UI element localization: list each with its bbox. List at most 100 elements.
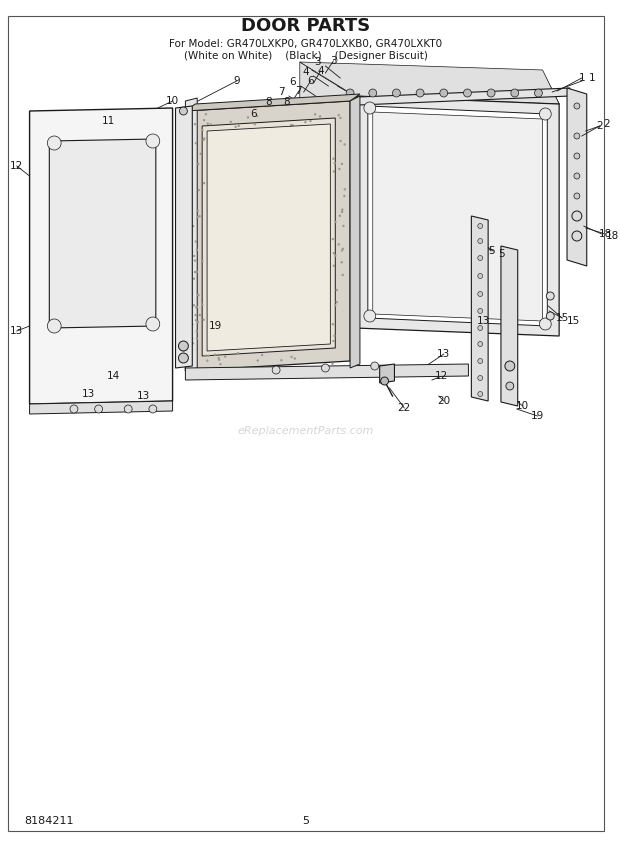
Text: 8184211: 8184211	[25, 816, 74, 826]
Circle shape	[546, 312, 554, 320]
Circle shape	[197, 294, 200, 296]
Circle shape	[334, 304, 337, 306]
Circle shape	[511, 89, 519, 97]
Circle shape	[478, 342, 483, 347]
Circle shape	[478, 255, 483, 260]
Circle shape	[202, 260, 204, 263]
Text: 5: 5	[302, 816, 309, 826]
Circle shape	[534, 89, 542, 97]
Text: For Model: GR470LXKP0, GR470LXKB0, GR470LXKT0: For Model: GR470LXKP0, GR470LXKB0, GR470…	[169, 39, 442, 49]
Text: 6: 6	[308, 76, 314, 86]
Circle shape	[335, 301, 338, 303]
Circle shape	[369, 89, 377, 97]
Circle shape	[197, 210, 199, 212]
Circle shape	[322, 365, 325, 367]
Text: 14: 14	[107, 371, 120, 381]
Circle shape	[478, 308, 483, 313]
Circle shape	[179, 341, 188, 351]
Circle shape	[206, 360, 208, 362]
Polygon shape	[185, 94, 360, 111]
Circle shape	[478, 292, 483, 296]
Circle shape	[214, 354, 216, 356]
Circle shape	[572, 211, 582, 221]
Circle shape	[194, 270, 197, 273]
Circle shape	[478, 359, 483, 364]
Text: 11: 11	[102, 116, 115, 126]
Circle shape	[574, 233, 580, 239]
Text: 12: 12	[435, 371, 448, 381]
Text: (White on White)    (Black)    (Designer Biscuit): (White on White) (Black) (Designer Biscu…	[184, 51, 428, 61]
Text: 19: 19	[208, 321, 221, 331]
Text: 5: 5	[498, 249, 505, 259]
Circle shape	[343, 188, 346, 191]
Circle shape	[334, 162, 336, 164]
Polygon shape	[471, 216, 488, 401]
Polygon shape	[355, 96, 559, 336]
Circle shape	[478, 391, 483, 396]
Circle shape	[70, 405, 78, 413]
Circle shape	[539, 108, 551, 120]
Circle shape	[300, 125, 303, 128]
Text: 18: 18	[606, 231, 619, 241]
Text: 5: 5	[488, 246, 494, 256]
Circle shape	[190, 157, 193, 158]
Polygon shape	[300, 62, 355, 345]
Circle shape	[179, 107, 187, 115]
Circle shape	[206, 122, 209, 125]
Circle shape	[193, 304, 195, 306]
Circle shape	[202, 303, 203, 306]
Circle shape	[219, 363, 222, 366]
Circle shape	[200, 152, 202, 155]
Circle shape	[194, 259, 196, 262]
Circle shape	[198, 189, 200, 191]
Circle shape	[574, 193, 580, 199]
Text: 8: 8	[265, 97, 272, 107]
Circle shape	[196, 249, 198, 251]
Circle shape	[197, 321, 199, 324]
Circle shape	[210, 123, 212, 126]
Circle shape	[198, 314, 201, 317]
Circle shape	[124, 405, 132, 413]
Circle shape	[234, 126, 237, 128]
Circle shape	[203, 119, 205, 122]
Circle shape	[392, 89, 401, 97]
Polygon shape	[185, 101, 350, 371]
Text: 2: 2	[603, 119, 610, 129]
Text: 18: 18	[599, 229, 612, 239]
Circle shape	[346, 89, 354, 97]
Circle shape	[146, 317, 160, 331]
Circle shape	[290, 356, 293, 358]
Circle shape	[314, 113, 316, 116]
Circle shape	[319, 116, 321, 117]
Text: 13: 13	[10, 326, 24, 336]
Circle shape	[195, 241, 197, 243]
Circle shape	[291, 124, 294, 127]
Polygon shape	[501, 246, 518, 406]
Circle shape	[478, 223, 483, 229]
Text: 12: 12	[10, 161, 24, 171]
Circle shape	[95, 405, 102, 413]
Circle shape	[280, 359, 283, 361]
Polygon shape	[202, 118, 335, 356]
Circle shape	[196, 337, 198, 340]
Circle shape	[290, 128, 291, 130]
Circle shape	[341, 163, 343, 165]
Circle shape	[574, 103, 580, 109]
Circle shape	[202, 129, 204, 131]
Circle shape	[339, 168, 340, 170]
Circle shape	[478, 376, 483, 381]
Text: 13: 13	[477, 316, 490, 326]
Circle shape	[332, 340, 335, 342]
Circle shape	[339, 140, 342, 142]
Circle shape	[371, 362, 379, 370]
Circle shape	[574, 173, 580, 179]
Circle shape	[197, 294, 199, 296]
Circle shape	[332, 158, 335, 160]
Polygon shape	[335, 88, 570, 106]
Circle shape	[195, 306, 198, 308]
Text: 22: 22	[397, 403, 411, 413]
Circle shape	[224, 355, 226, 358]
Circle shape	[574, 153, 580, 159]
Text: 6: 6	[250, 109, 257, 119]
Circle shape	[342, 247, 344, 250]
